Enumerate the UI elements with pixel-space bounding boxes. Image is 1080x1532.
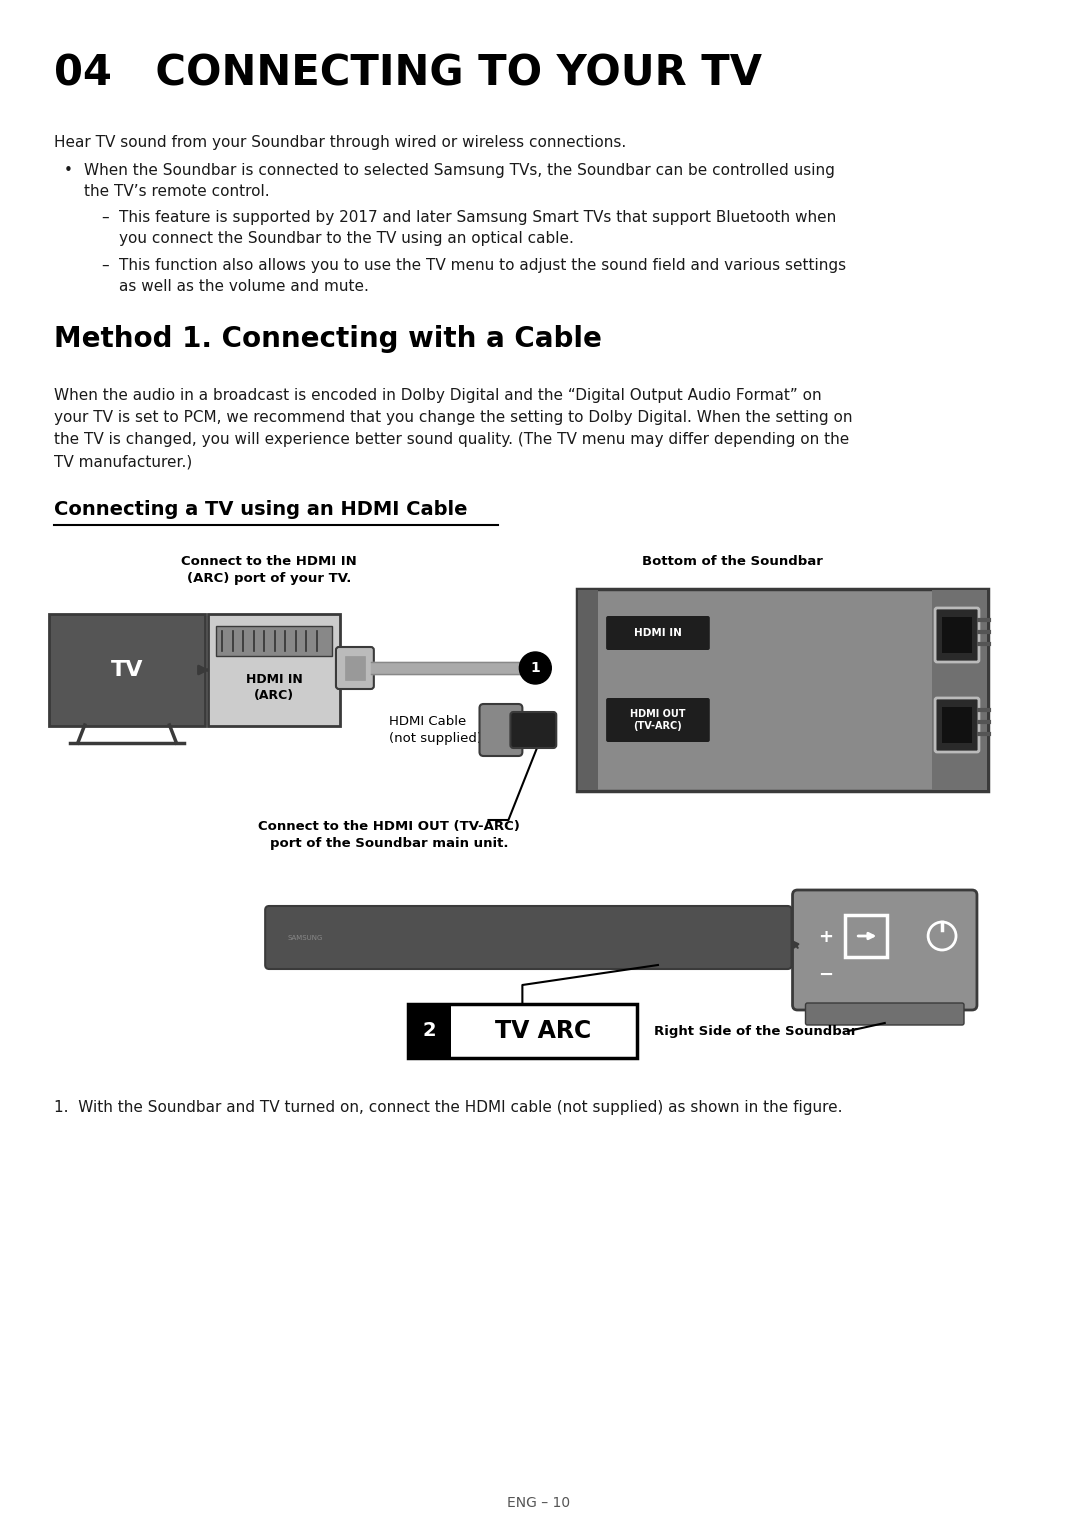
- FancyBboxPatch shape: [208, 614, 340, 726]
- Text: +: +: [818, 928, 833, 945]
- FancyBboxPatch shape: [942, 706, 972, 743]
- Text: Method 1. Connecting with a Cable: Method 1. Connecting with a Cable: [54, 325, 602, 352]
- Text: 04   CONNECTING TO YOUR TV: 04 CONNECTING TO YOUR TV: [54, 52, 761, 93]
- FancyBboxPatch shape: [408, 1003, 637, 1059]
- Text: SAMSUNG: SAMSUNG: [287, 935, 323, 941]
- FancyBboxPatch shape: [806, 1003, 964, 1025]
- FancyBboxPatch shape: [606, 699, 710, 741]
- Text: Hear TV sound from your Soundbar through wired or wireless connections.: Hear TV sound from your Soundbar through…: [54, 135, 626, 150]
- FancyBboxPatch shape: [577, 588, 988, 791]
- Text: Bottom of the Soundbar: Bottom of the Soundbar: [643, 555, 823, 568]
- Text: –: –: [102, 210, 109, 225]
- FancyBboxPatch shape: [935, 608, 978, 662]
- Text: Connect to the HDMI OUT (TV-ARC)
port of the Soundbar main unit.: Connect to the HDMI OUT (TV-ARC) port of…: [258, 820, 519, 850]
- Text: 1: 1: [530, 660, 540, 676]
- Text: 2: 2: [423, 1022, 436, 1040]
- FancyBboxPatch shape: [480, 705, 523, 755]
- Text: –: –: [102, 257, 109, 273]
- FancyBboxPatch shape: [606, 616, 710, 650]
- Text: TV ARC: TV ARC: [496, 1019, 592, 1043]
- FancyBboxPatch shape: [49, 614, 205, 726]
- FancyBboxPatch shape: [408, 1005, 450, 1057]
- FancyBboxPatch shape: [266, 905, 792, 970]
- FancyBboxPatch shape: [345, 656, 365, 680]
- FancyBboxPatch shape: [578, 590, 598, 791]
- Text: This feature is supported by 2017 and later Samsung Smart TVs that support Bluet: This feature is supported by 2017 and la…: [119, 210, 836, 247]
- Text: When the audio in a broadcast is encoded in Dolby Digital and the “Digital Outpu: When the audio in a broadcast is encoded…: [54, 388, 852, 470]
- FancyBboxPatch shape: [942, 617, 972, 653]
- Text: ENG – 10: ENG – 10: [507, 1497, 570, 1511]
- Text: HDMI IN: HDMI IN: [634, 628, 681, 637]
- Text: 1.  With the Soundbar and TV turned on, connect the HDMI cable (not supplied) as: 1. With the Soundbar and TV turned on, c…: [54, 1100, 842, 1115]
- Text: Connecting a TV using an HDMI Cable: Connecting a TV using an HDMI Cable: [54, 499, 468, 519]
- FancyBboxPatch shape: [935, 699, 978, 752]
- Text: HDMI Cable
(not supplied): HDMI Cable (not supplied): [389, 715, 482, 745]
- Text: HDMI OUT
(TV-ARC): HDMI OUT (TV-ARC): [631, 709, 686, 731]
- Text: HDMI IN
(ARC): HDMI IN (ARC): [246, 673, 302, 702]
- Text: Connect to the HDMI IN
(ARC) port of your TV.: Connect to the HDMI IN (ARC) port of you…: [181, 555, 357, 585]
- Text: This function also allows you to use the TV menu to adjust the sound field and v: This function also allows you to use the…: [119, 257, 846, 294]
- FancyBboxPatch shape: [216, 627, 332, 656]
- Text: TV: TV: [111, 660, 144, 680]
- FancyBboxPatch shape: [793, 890, 977, 1010]
- Text: −: −: [818, 967, 833, 984]
- FancyBboxPatch shape: [932, 590, 987, 791]
- FancyBboxPatch shape: [336, 647, 374, 689]
- Text: Right Side of the Soundbar: Right Side of the Soundbar: [654, 1025, 858, 1037]
- FancyBboxPatch shape: [511, 712, 556, 748]
- Circle shape: [519, 653, 551, 683]
- Text: When the Soundbar is connected to selected Samsung TVs, the Soundbar can be cont: When the Soundbar is connected to select…: [84, 162, 835, 199]
- Text: •: •: [64, 162, 72, 178]
